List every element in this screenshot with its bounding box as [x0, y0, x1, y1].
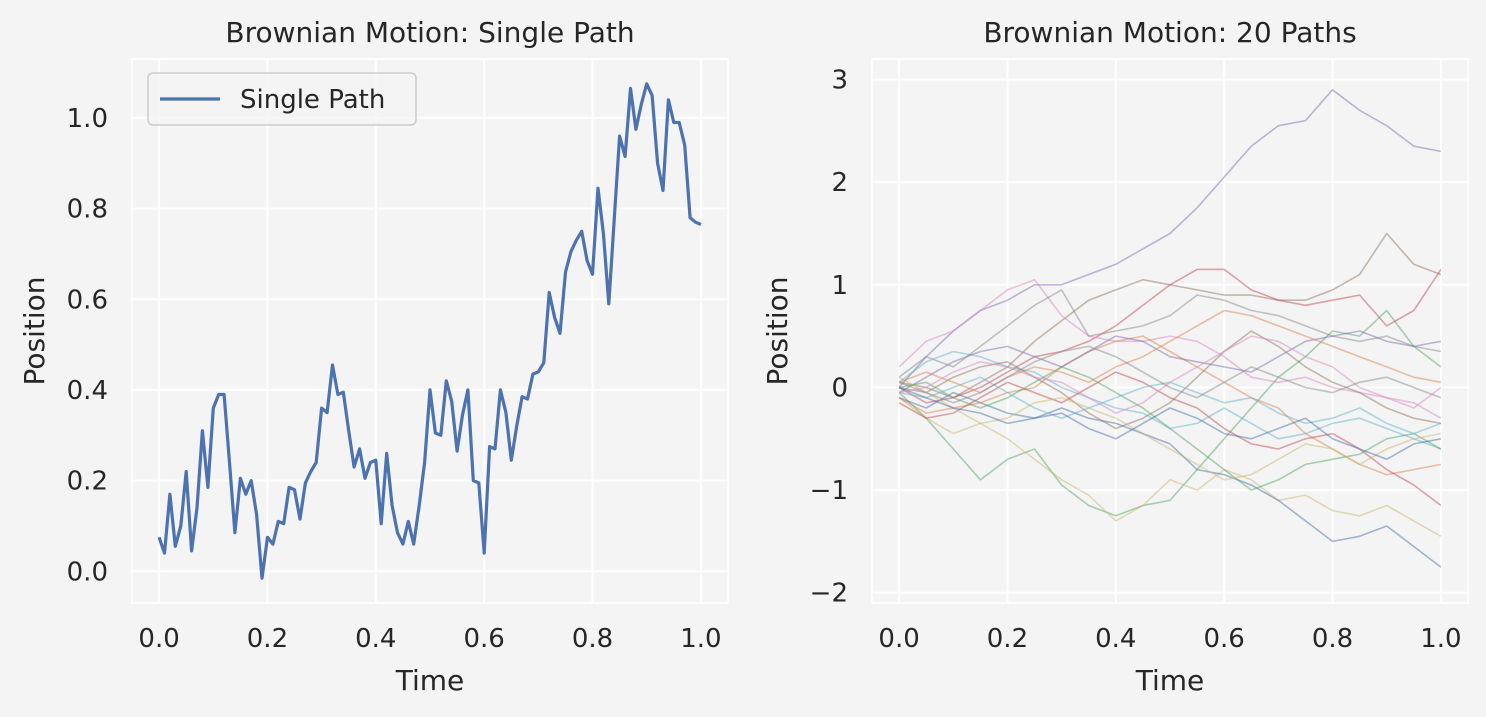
- y-tick-label: 1: [831, 271, 848, 301]
- x-tick-label: 0.6: [464, 624, 505, 654]
- series-line-path-4: [898, 278, 1442, 409]
- single-path-plot-area: [131, 58, 729, 604]
- x-tick-label: 0.0: [138, 624, 179, 654]
- y-tick-label: 0: [831, 373, 848, 403]
- single-path-x-tick-labels: 0.0 0.2 0.4 0.6 0.8 1.0: [138, 624, 721, 654]
- series-line-path-13: [898, 371, 1442, 507]
- twenty-paths-x-tick-labels: 0.0 0.2 0.4 0.6 0.8 1.0: [878, 624, 1461, 654]
- y-tick-label: 0.0: [67, 557, 108, 587]
- x-tick-label: 0.4: [355, 624, 396, 654]
- y-tick-label: 2: [831, 168, 848, 198]
- twenty-paths-title: Brownian Motion: 20 Paths: [983, 16, 1356, 49]
- x-tick-label: 1.0: [1420, 624, 1461, 654]
- series-line-path-11: [898, 330, 1442, 394]
- single-path-series: [157, 82, 702, 580]
- series-line-path-7: [898, 397, 1442, 537]
- twenty-paths-x-axis-label: Time: [1135, 664, 1205, 697]
- twenty-paths-y-axis-label: Position: [761, 276, 794, 385]
- y-tick-label: 1.0: [67, 104, 108, 134]
- legend-frame: [147, 72, 417, 126]
- y-tick-label: 0.2: [67, 467, 108, 497]
- twenty-paths-series: [898, 89, 1442, 568]
- twenty-paths-chart: 0.0 0.2 0.4 0.6 0.8 1.0 −2 −1 0 1 2 3 Brownian Mot…: [761, 16, 1469, 697]
- y-tick-label: 0.6: [67, 285, 108, 315]
- legend-label-single-path: Single Path: [240, 85, 385, 115]
- single-path-chart: 0.0 0.2 0.4 0.6 0.8 1.0 0.0 0.2 0.4 0.6 0.8 1.0 Br…: [18, 16, 729, 697]
- series-line-path-15: [898, 376, 1442, 481]
- series-line-path-19: [898, 386, 1442, 461]
- y-tick-label: 0.8: [67, 195, 108, 225]
- y-tick-label: −2: [810, 579, 848, 609]
- series-line-path-8: [898, 391, 1442, 568]
- y-tick-label: 3: [831, 66, 848, 96]
- x-tick-label: 0.4: [1095, 624, 1136, 654]
- twenty-paths-plot-area: [871, 58, 1469, 604]
- single-path-grid: [132, 59, 728, 603]
- series-line-path-20: [898, 345, 1442, 404]
- series-line-path-1: [898, 89, 1442, 389]
- y-tick-label: −1: [810, 476, 848, 506]
- x-tick-label: 0.0: [878, 624, 919, 654]
- x-tick-label: 0.6: [1204, 624, 1245, 654]
- x-tick-label: 0.2: [247, 624, 288, 654]
- x-tick-label: 0.8: [1312, 624, 1353, 654]
- series-line-path-18: [898, 335, 1442, 419]
- single-path-title: Brownian Motion: Single Path: [225, 16, 634, 49]
- x-tick-label: 0.2: [987, 624, 1028, 654]
- x-tick-label: 1.0: [680, 624, 721, 654]
- series-line-single-path: [157, 82, 702, 580]
- single-path-x-axis-label: Time: [395, 664, 465, 697]
- series-line-path-6: [898, 309, 1442, 517]
- x-tick-label: 0.8: [572, 624, 613, 654]
- single-path-y-axis-label: Position: [18, 276, 51, 385]
- series-line-path-5: [898, 289, 1442, 378]
- series-line-path-12: [898, 330, 1442, 430]
- single-path-y-tick-labels: 0.0 0.2 0.4 0.6 0.8 1.0: [67, 104, 108, 587]
- single-path-legend: Single Path: [147, 72, 417, 126]
- twenty-paths-y-tick-labels: −2 −1 0 1 2 3: [810, 66, 848, 609]
- y-tick-label: 0.4: [67, 376, 108, 406]
- series-line-path-14: [898, 366, 1442, 491]
